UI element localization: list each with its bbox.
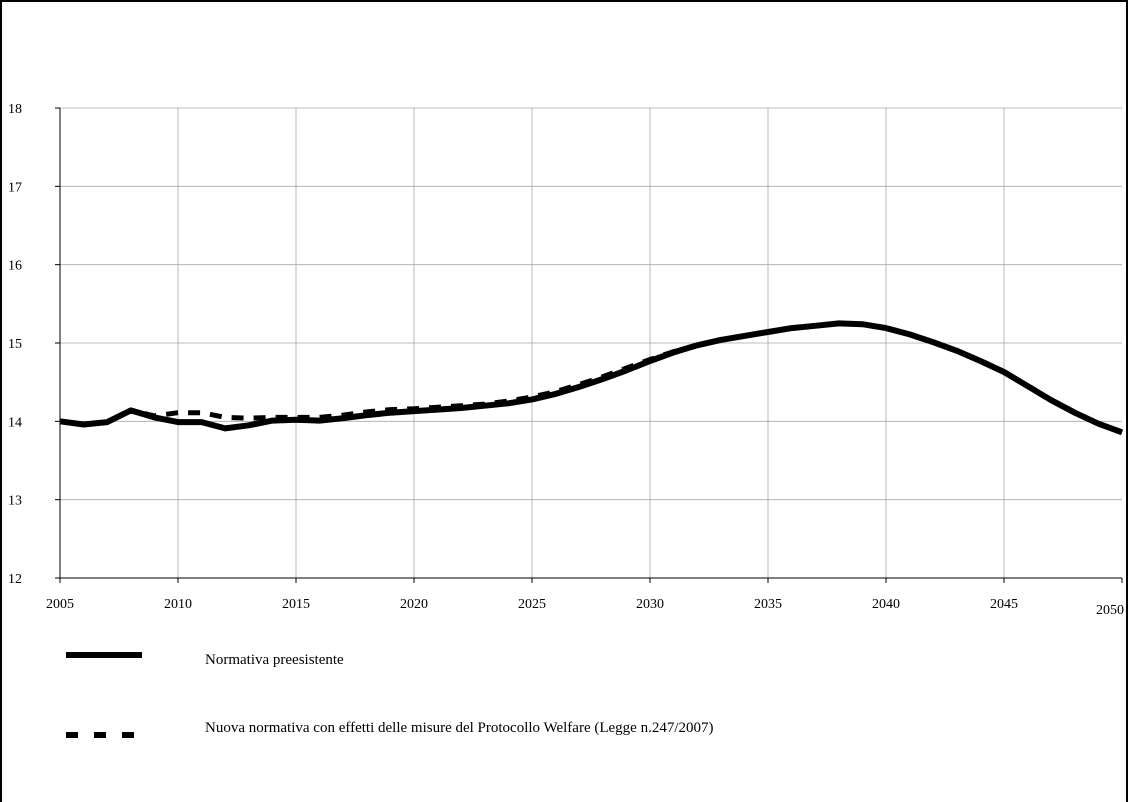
x-tick-label: 2005: [46, 597, 74, 612]
legend-label-normativa-preesistente: Normativa preesistente: [205, 652, 344, 668]
legend-label-nuova-normativa: Nuova normativa con effetti delle misure…: [205, 720, 714, 736]
legend-swatch-solid: [66, 652, 142, 658]
gridlines: [60, 107, 1122, 578]
x-tick-label: 2025: [518, 597, 546, 612]
y-tick-label: 13: [8, 494, 22, 509]
y-tick-label: 18: [8, 102, 22, 117]
y-tick-label: 17: [8, 180, 22, 195]
x-tick-label: 2050: [1096, 603, 1124, 618]
x-tick-label: 2015: [282, 597, 310, 612]
x-tick-label: 2030: [636, 597, 664, 612]
x-tick-label: 2020: [400, 597, 428, 612]
y-tick-label: 16: [8, 259, 22, 274]
x-tick-label: 2040: [872, 597, 900, 612]
x-tick-label: 2045: [990, 597, 1018, 612]
x-axis-tick-labels: 2005 2010 2015 2020 2025 2030 2035 2040 2045 2050: [46, 597, 1124, 618]
y-tick-label: 12: [8, 572, 22, 587]
y-axis-tick-labels: 12 13 14 15 16 17 18: [8, 102, 22, 587]
legend-swatch-dashed: [66, 732, 142, 738]
series-line-normativa-preesistente: [59, 320, 1124, 436]
x-tick-label: 2035: [754, 597, 782, 612]
series-lines: [59, 320, 1124, 436]
x-tick-label: 2010: [164, 597, 192, 612]
y-tick-label: 15: [8, 337, 22, 352]
series-line-nuova-normativa: [59, 320, 1123, 435]
axes: [55, 107, 1123, 583]
y-tick-label: 14: [8, 415, 22, 430]
